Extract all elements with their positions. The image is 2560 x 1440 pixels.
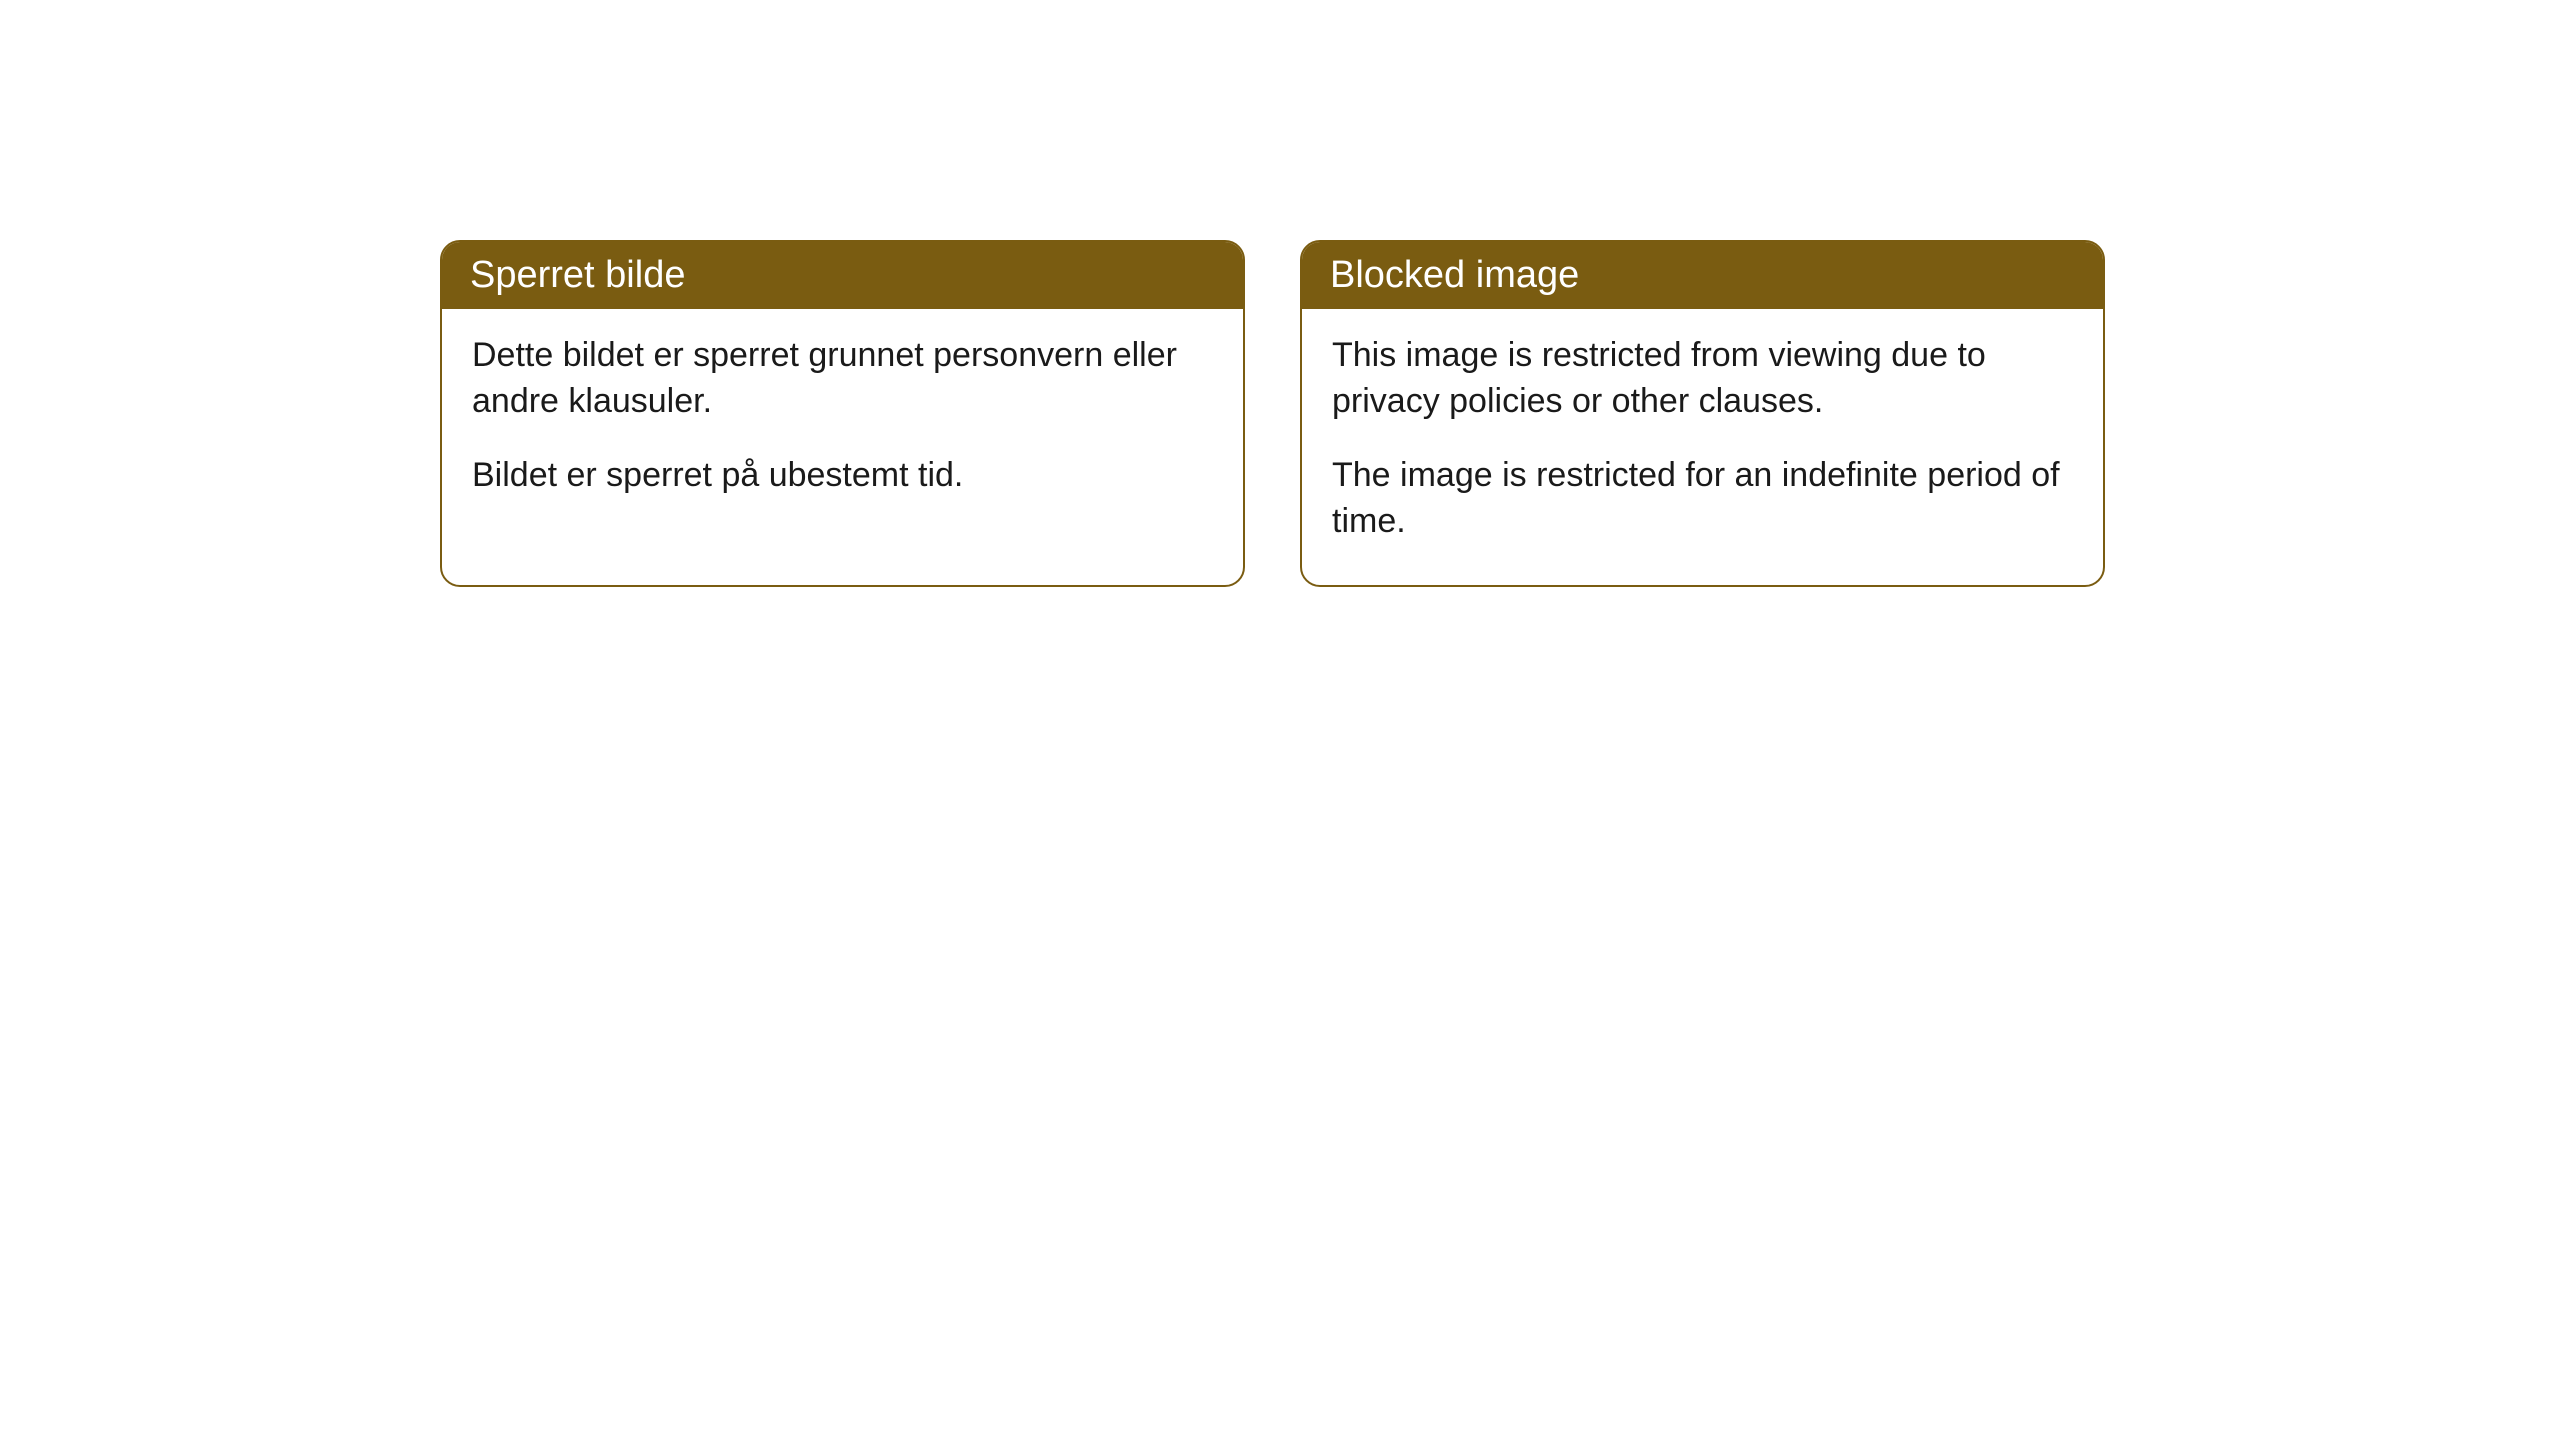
cards-container: Sperret bilde Dette bildet er sperret gr…	[440, 240, 2105, 587]
card-paragraph-2: The image is restricted for an indefinit…	[1332, 453, 2073, 545]
card-paragraph-1: Dette bildet er sperret grunnet personve…	[472, 333, 1213, 425]
card-norwegian: Sperret bilde Dette bildet er sperret gr…	[440, 240, 1245, 587]
card-paragraph-1: This image is restricted from viewing du…	[1332, 333, 2073, 425]
card-body-norwegian: Dette bildet er sperret grunnet personve…	[442, 309, 1243, 539]
card-english: Blocked image This image is restricted f…	[1300, 240, 2105, 587]
card-header-english: Blocked image	[1302, 242, 2103, 309]
card-header-norwegian: Sperret bilde	[442, 242, 1243, 309]
card-paragraph-2: Bildet er sperret på ubestemt tid.	[472, 453, 1213, 499]
card-body-english: This image is restricted from viewing du…	[1302, 309, 2103, 585]
